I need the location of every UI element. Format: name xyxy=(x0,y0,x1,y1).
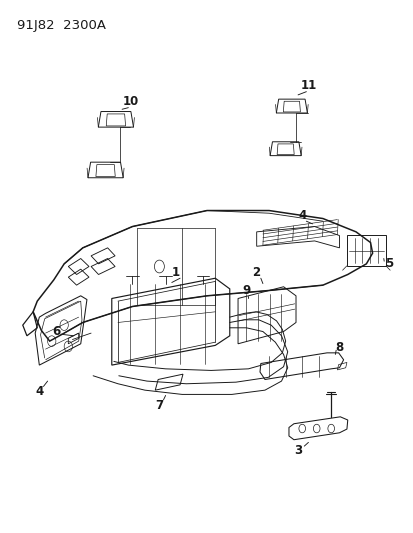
Text: 10: 10 xyxy=(122,95,138,108)
Text: 2: 2 xyxy=(252,266,260,279)
Text: 91J82  2300A: 91J82 2300A xyxy=(17,19,105,31)
Text: 7: 7 xyxy=(155,399,163,411)
Text: 4: 4 xyxy=(35,385,43,398)
Text: 1: 1 xyxy=(171,266,180,279)
Text: 8: 8 xyxy=(335,341,343,354)
Text: 5: 5 xyxy=(384,257,392,270)
Text: 4: 4 xyxy=(297,209,306,222)
Text: 9: 9 xyxy=(242,284,250,297)
Text: 11: 11 xyxy=(299,79,316,92)
Text: 3: 3 xyxy=(293,444,301,457)
Text: 6: 6 xyxy=(52,325,60,338)
